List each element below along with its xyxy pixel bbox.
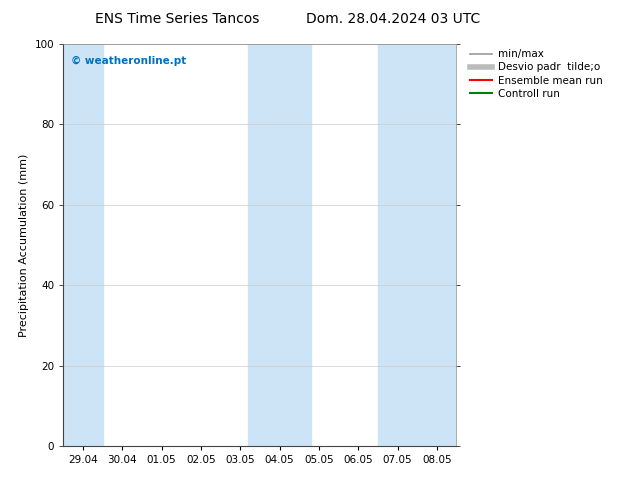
Text: © weatheronline.pt: © weatheronline.pt — [71, 56, 186, 66]
Bar — [63, 44, 103, 446]
Text: Dom. 28.04.2024 03 UTC: Dom. 28.04.2024 03 UTC — [306, 12, 480, 26]
Legend: min/max, Desvio padr  tilde;o, Ensemble mean run, Controll run: min/max, Desvio padr tilde;o, Ensemble m… — [470, 49, 602, 98]
Y-axis label: Precipitation Accumulation (mm): Precipitation Accumulation (mm) — [19, 153, 29, 337]
Bar — [378, 44, 456, 446]
Text: ENS Time Series Tancos: ENS Time Series Tancos — [95, 12, 260, 26]
Bar — [248, 44, 311, 446]
